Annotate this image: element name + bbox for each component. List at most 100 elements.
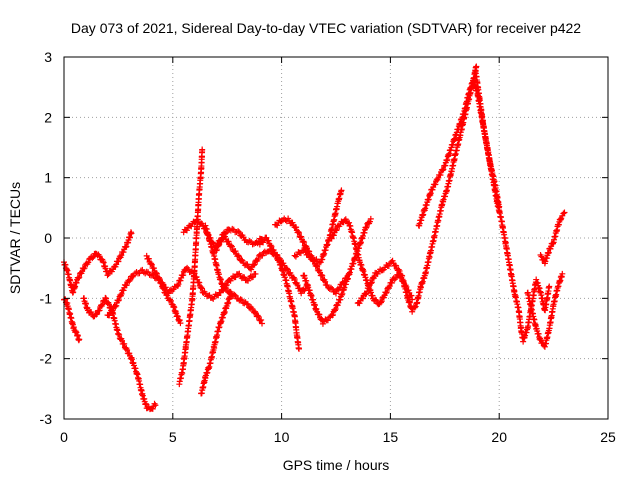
data-point bbox=[174, 282, 181, 289]
data-point bbox=[319, 272, 326, 279]
data-point bbox=[119, 337, 126, 344]
data-point bbox=[258, 316, 265, 323]
data-point bbox=[237, 296, 244, 303]
data-point bbox=[128, 230, 135, 237]
data-point bbox=[153, 270, 160, 277]
data-point bbox=[318, 271, 325, 278]
data-point bbox=[121, 340, 128, 347]
data-point bbox=[322, 278, 329, 285]
y-axis-label: SDTVAR / TECUs bbox=[7, 182, 23, 294]
data-point bbox=[389, 257, 396, 264]
data-point bbox=[385, 263, 392, 270]
x-tick-label: 20 bbox=[491, 429, 507, 445]
data-point bbox=[316, 311, 323, 318]
data-point bbox=[429, 186, 436, 193]
grid-lines bbox=[64, 57, 608, 419]
series-sat-track-3 bbox=[80, 294, 159, 413]
data-point bbox=[293, 224, 300, 231]
data-point bbox=[72, 328, 79, 335]
data-point bbox=[547, 245, 554, 252]
data-point bbox=[199, 146, 206, 153]
data-point bbox=[255, 313, 262, 320]
y-tick-label: -2 bbox=[40, 351, 53, 367]
y-tick-label: 2 bbox=[44, 109, 52, 125]
data-point bbox=[295, 228, 302, 235]
data-point bbox=[124, 346, 131, 353]
data-point bbox=[115, 297, 122, 304]
y-tick-label: -1 bbox=[40, 290, 53, 306]
data-point bbox=[99, 301, 106, 308]
data-point bbox=[148, 261, 155, 268]
data-point bbox=[167, 296, 174, 303]
data-point bbox=[294, 282, 301, 289]
data-point bbox=[281, 262, 288, 269]
data-point bbox=[359, 295, 366, 302]
data-point bbox=[391, 276, 398, 283]
data-point bbox=[260, 239, 267, 246]
data-point bbox=[76, 274, 83, 281]
data-point bbox=[94, 311, 101, 318]
data-point bbox=[231, 291, 238, 298]
series-sat-track-16 bbox=[354, 63, 480, 315]
data-point bbox=[549, 240, 556, 247]
data-point bbox=[250, 273, 257, 280]
data-point bbox=[117, 292, 124, 299]
data-point bbox=[301, 239, 308, 246]
data-point bbox=[164, 292, 171, 299]
data-point bbox=[76, 336, 83, 343]
data-point bbox=[392, 274, 399, 281]
data-point bbox=[115, 297, 122, 304]
data-point bbox=[152, 402, 159, 409]
data-point bbox=[333, 226, 340, 233]
series-sat-track-9 bbox=[202, 222, 266, 327]
data-point bbox=[244, 301, 251, 308]
data-point bbox=[118, 290, 125, 297]
series-sat-track-18 bbox=[472, 67, 553, 345]
data-point bbox=[560, 210, 567, 217]
data-point bbox=[373, 297, 380, 304]
data-point bbox=[120, 287, 127, 294]
data-point bbox=[366, 285, 373, 292]
data-point bbox=[383, 289, 390, 296]
data-point bbox=[300, 238, 307, 245]
data-point bbox=[113, 302, 120, 309]
data-point bbox=[332, 305, 339, 312]
data-point bbox=[223, 285, 230, 292]
y-tick-label: 1 bbox=[44, 170, 52, 186]
data-point bbox=[228, 242, 235, 249]
data-points bbox=[61, 63, 568, 413]
data-point bbox=[250, 262, 257, 269]
data-point bbox=[150, 265, 157, 272]
series-sat-track-4 bbox=[104, 264, 259, 319]
data-point bbox=[126, 350, 133, 357]
data-point bbox=[176, 317, 183, 324]
data-point bbox=[439, 167, 446, 174]
data-point bbox=[473, 63, 480, 70]
data-point bbox=[396, 267, 403, 274]
data-point bbox=[129, 273, 136, 280]
x-tick-label: 25 bbox=[600, 429, 616, 445]
data-point bbox=[225, 238, 232, 245]
data-point bbox=[328, 284, 335, 291]
series-sat-track-19 bbox=[524, 270, 566, 350]
data-point bbox=[324, 282, 331, 289]
data-point bbox=[120, 249, 127, 256]
data-point bbox=[235, 252, 242, 259]
data-point bbox=[409, 308, 416, 315]
data-point bbox=[298, 233, 305, 240]
data-point bbox=[238, 256, 245, 263]
data-point bbox=[328, 235, 335, 242]
data-point bbox=[62, 296, 69, 303]
x-tick-label: 5 bbox=[169, 429, 177, 445]
data-point bbox=[538, 253, 545, 260]
data-point bbox=[324, 317, 331, 324]
data-point bbox=[412, 303, 419, 310]
data-point bbox=[291, 276, 298, 283]
data-point bbox=[232, 248, 239, 255]
data-point bbox=[273, 252, 280, 259]
data-point bbox=[104, 272, 111, 279]
data-point bbox=[259, 320, 266, 327]
data-point bbox=[244, 261, 251, 268]
data-point bbox=[393, 262, 400, 269]
data-point bbox=[235, 253, 242, 260]
